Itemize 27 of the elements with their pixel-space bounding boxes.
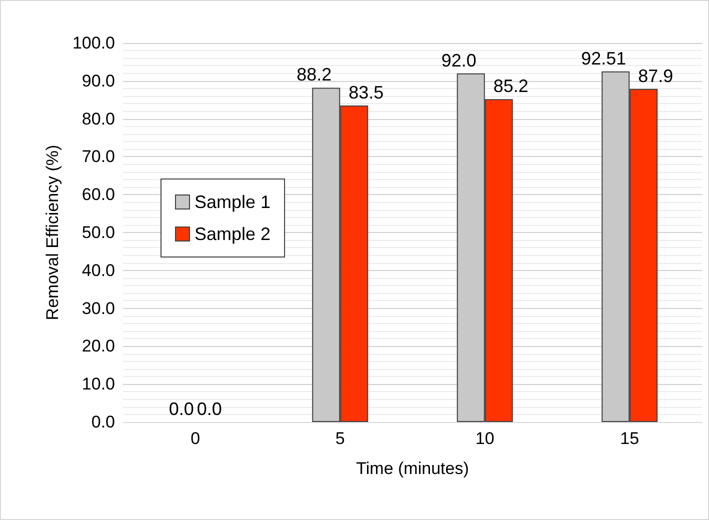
y-tick-label: 80.0: [82, 109, 115, 128]
data-label: 0.0: [196, 399, 222, 419]
data-label: 88.2: [296, 64, 332, 85]
x-tick-label: 0: [190, 429, 200, 448]
y-tick-label: 90.0: [82, 71, 115, 90]
data-label: 0.0: [168, 399, 194, 419]
x-tick-label: 10: [475, 429, 494, 448]
legend-label: Sample 1: [194, 192, 271, 212]
data-label: 92.0: [441, 50, 476, 70]
data-label: 92.51: [581, 48, 626, 68]
y-tick-label: 30.0: [82, 298, 115, 318]
data-label: 83.5: [348, 82, 384, 103]
y-tick-label: 20.0: [82, 336, 115, 356]
y-axis-title: Removal Efficiency (%): [43, 144, 62, 320]
y-tick-label: 60.0: [82, 185, 115, 204]
y-tick-label: 70.0: [82, 147, 115, 166]
x-tick-label: 15: [620, 429, 640, 448]
y-tick-label: 50.0: [82, 223, 115, 242]
y-tick-label: 10.0: [82, 374, 115, 394]
legend-label: Sample 2: [194, 224, 271, 244]
y-tick-label: 40.0: [82, 260, 115, 280]
data-label: 87.9: [638, 66, 674, 86]
x-axis-title: Time (minutes): [356, 459, 469, 478]
data-label: 85.2: [493, 76, 528, 96]
x-tick-label: 5: [335, 429, 345, 448]
y-tick-label: 0.0: [91, 412, 115, 432]
y-tick-label: 100.0: [72, 34, 115, 52]
